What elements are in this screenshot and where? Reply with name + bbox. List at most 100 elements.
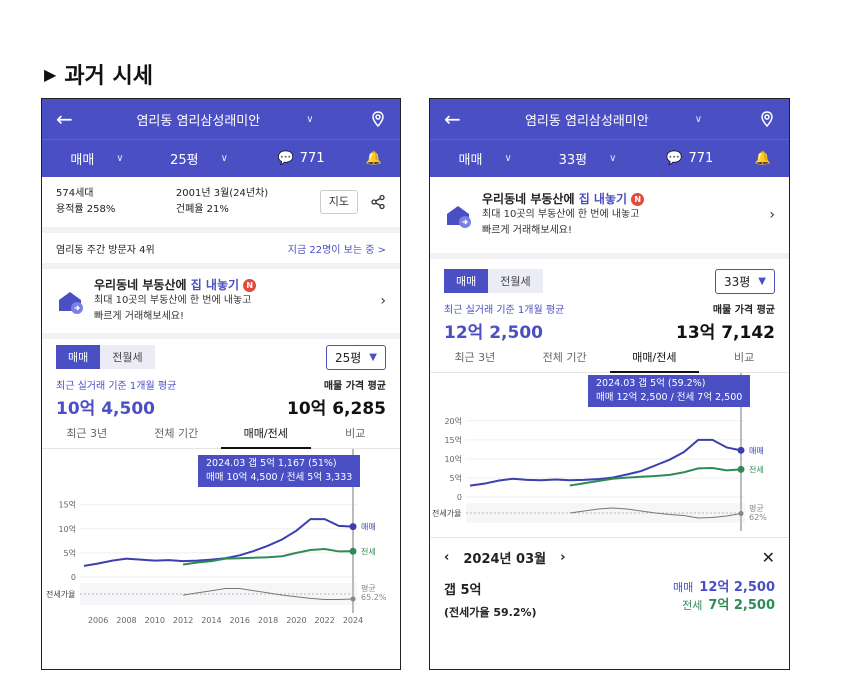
y-tick-label: 10억 <box>444 454 462 464</box>
sale-toggle[interactable]: 매매 <box>56 345 101 369</box>
y-tick-label: 5억 <box>64 548 76 558</box>
ask-price: 13억 7,142 <box>676 323 775 343</box>
tab-compare[interactable]: 비교 <box>734 350 755 364</box>
size-select[interactable]: 25평 ▼ <box>325 344 386 370</box>
trade-type-toggle: 매매 전월세 <box>56 345 155 369</box>
y-tick-label: 15억 <box>58 500 76 510</box>
tab-sale-jeonse[interactable]: 매매/전세 <box>221 419 311 449</box>
back-arrow-icon[interactable]: ← <box>444 107 461 131</box>
complex-selector[interactable]: 염리동 염리삼성래미안 ∨ <box>468 110 759 129</box>
y-tick-label: 0 <box>457 493 462 502</box>
complex-selector[interactable]: 염리동 염리삼성래미안 ∨ <box>80 110 370 129</box>
size-filter[interactable]: 33평 ∨ <box>558 153 617 168</box>
price-chart[interactable]: 2024.03 갭 5억 (59.2%) 매매 12억 2,500 / 전세 7… <box>430 373 789 543</box>
households: 574세대 <box>56 188 94 199</box>
size-select[interactable]: 33평 ▼ <box>714 268 775 294</box>
tab-recent-3y[interactable]: 최근 3년 <box>66 426 108 440</box>
ratio-end-point <box>350 596 356 602</box>
rent-toggle[interactable]: 전월세 <box>488 269 543 293</box>
sale-series-label: 매매 <box>749 446 764 455</box>
chat-bubble-icon: 💬 <box>277 151 294 166</box>
tab-compare[interactable]: 비교 <box>345 426 366 440</box>
chart-tabs: 최근 3년 전체 기간 매매/전세 비교 <box>42 419 400 449</box>
jeonse-end-point <box>737 465 745 473</box>
chevron-down-icon: ∨ <box>306 113 314 125</box>
deal-type-filter[interactable]: 매매 ∨ <box>458 153 512 168</box>
x-tick-label: 2018 <box>258 616 278 625</box>
share-icon[interactable] <box>370 194 386 210</box>
price-summary: 최근 실거래 기준 1개월 평균 10억 4,500 매물 가격 평균 10억 … <box>56 381 386 419</box>
map-button[interactable]: 지도 <box>319 190 358 214</box>
built-date: 2001년 3월(24년차) <box>175 188 269 199</box>
close-icon[interactable]: ✕ <box>761 548 775 567</box>
back-arrow-icon[interactable]: ← <box>56 107 73 131</box>
x-tick-label: 2024 <box>343 616 363 625</box>
coverage-ratio: 건폐율 21% <box>175 204 229 215</box>
tab-all-period[interactable]: 전체 기간 <box>154 426 199 440</box>
phone-screen-33py: ← 염리동 염리삼성래미안 ∨ 매매 ∨ 33평 ∨ 💬 771 🔔 우리동네 부동산… <box>429 98 790 670</box>
chevron-right-icon: › <box>380 293 386 309</box>
tab-all-period[interactable]: 전체 기간 <box>542 350 587 364</box>
jeonse-end-point <box>349 547 357 555</box>
new-badge: N <box>631 193 645 206</box>
floor-area-ratio: 용적률 258% <box>56 204 116 215</box>
trade-type-bar: 매매 전월세 25평 ▼ <box>42 339 400 375</box>
bell-icon[interactable]: 🔔 <box>365 151 383 166</box>
listing-promo-banner[interactable]: 우리동네 부동산에 집 내놓기 N 최대 10곳의 부동산에 한 번에 내놓고 … <box>430 177 789 259</box>
chart-tooltip: 2024.03 갭 5억 (59.2%) 매매 12억 2,500 / 전세 7… <box>588 375 751 407</box>
tab-recent-3y[interactable]: 최근 3년 <box>454 350 496 364</box>
bell-icon[interactable]: 🔔 <box>754 151 772 166</box>
x-tick-label: 2014 <box>201 616 221 625</box>
jeonse-series-line <box>569 467 742 487</box>
chevron-right-icon: › <box>769 207 775 223</box>
sale-series-label: 매매 <box>361 523 376 532</box>
filter-bar: 매매 ∨ 25평 ∨ 💬 771 🔔 <box>42 139 400 177</box>
recent-price: 10억 4,500 <box>56 399 155 419</box>
section-title: ▶ 과거 시세 <box>44 64 153 89</box>
jeonse-series-label: 전세 <box>361 546 376 556</box>
price-summary: 최근 실거래 기준 1개월 평균 12억 2,500 매물 가격 평균 13억 … <box>444 305 775 343</box>
trade-type-toggle: 매매 전월세 <box>444 269 543 293</box>
location-pin-icon[interactable] <box>759 111 775 127</box>
sale-end-point <box>349 523 357 531</box>
recent-price: 12억 2,500 <box>444 323 543 343</box>
rent-toggle[interactable]: 전월세 <box>100 345 155 369</box>
house-icon <box>447 206 471 228</box>
ratio-series-line <box>569 507 742 519</box>
listing-promo-banner[interactable]: 우리동네 부동산에 집 내놓기 N 최대 10곳의 부동산에 한 번에 내놓고 … <box>42 269 400 339</box>
detail-sale-price: 12억 2,500 <box>699 580 775 595</box>
chat-bubble-icon: 💬 <box>666 151 683 166</box>
deal-type-filter[interactable]: 매매 ∨ <box>70 153 124 168</box>
ratio-band <box>80 583 357 605</box>
live-viewers-link[interactable]: 지금 22명이 보는 중 > <box>287 244 386 256</box>
ratio-average-label: 평균 <box>361 583 376 593</box>
trade-type-bar: 매매 전월세 33평 ▼ <box>430 263 789 299</box>
caret-down-icon: ▼ <box>369 351 377 363</box>
chevron-right-icon[interactable]: › <box>560 550 566 565</box>
complex-title: 염리동 염리삼성래미안 <box>524 113 649 129</box>
x-tick-label: 2012 <box>173 616 193 625</box>
x-tick-label: 2020 <box>286 616 306 625</box>
comments-button[interactable]: 💬 771 <box>277 151 325 166</box>
x-tick-label: 2006 <box>88 616 108 625</box>
size-filter[interactable]: 25평 ∨ <box>170 153 228 168</box>
ratio-label: 전세가율 <box>432 508 461 518</box>
ratio-average-label: 평균 <box>749 503 764 513</box>
sale-toggle[interactable]: 매매 <box>444 269 489 293</box>
chevron-down-icon: ∨ <box>694 113 703 125</box>
y-tick-label: 10억 <box>58 524 76 534</box>
chart-tabs: 최근 3년 전체 기간 매매/전세 비교 <box>430 343 789 373</box>
ratio-series-line <box>183 588 354 600</box>
chevron-left-icon[interactable]: ‹ <box>444 550 450 565</box>
tab-sale-jeonse[interactable]: 매매/전세 <box>609 343 700 373</box>
price-chart[interactable]: 2024.03 갭 5억 1,167 (51%) 매매 10억 4,500 / … <box>42 449 400 643</box>
detail-month: 2024년 03월 <box>463 552 547 567</box>
chevron-down-icon: ∨ <box>220 153 228 164</box>
ratio-band <box>466 503 745 523</box>
app-bar: ← 염리동 염리삼성래미안 ∨ <box>430 99 789 139</box>
location-pin-icon[interactable] <box>370 111 386 127</box>
caret-down-icon: ▼ <box>758 275 766 287</box>
new-badge: N <box>243 279 257 292</box>
gap-value: 갭 5억 <box>444 583 482 598</box>
comments-button[interactable]: 💬 771 <box>666 151 714 166</box>
